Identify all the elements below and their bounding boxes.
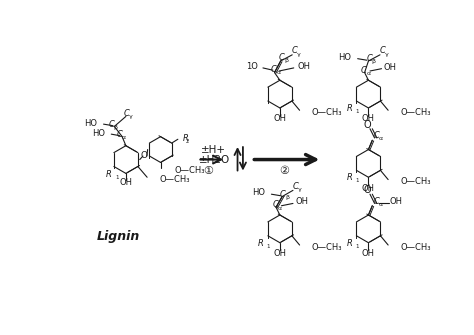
- Text: HO: HO: [252, 188, 265, 197]
- Text: R: R: [183, 134, 189, 143]
- Text: OH: OH: [362, 249, 375, 258]
- Text: C: C: [109, 120, 114, 129]
- Text: γ: γ: [298, 187, 302, 192]
- Text: HO: HO: [84, 119, 97, 128]
- Text: O—CH₃: O—CH₃: [174, 165, 205, 175]
- Text: OH: OH: [362, 114, 375, 123]
- Text: 1: 1: [355, 109, 359, 114]
- Text: C: C: [273, 200, 278, 209]
- Text: α: α: [379, 202, 383, 207]
- Text: O—CH₃: O—CH₃: [312, 243, 342, 252]
- Text: C: C: [379, 47, 385, 56]
- Text: O—CH₃: O—CH₃: [401, 108, 431, 117]
- Text: R: R: [258, 239, 264, 248]
- Text: C: C: [271, 65, 277, 74]
- Text: α: α: [121, 135, 126, 140]
- Text: C: C: [280, 190, 286, 199]
- Text: C: C: [366, 54, 372, 63]
- Text: O: O: [363, 120, 371, 130]
- Text: O—CH₃: O—CH₃: [401, 177, 431, 186]
- Text: α: α: [379, 136, 383, 141]
- Text: ±H+: ±H+: [201, 145, 226, 155]
- Text: OH: OH: [273, 114, 286, 123]
- Text: OH: OH: [295, 197, 308, 206]
- Text: OH: OH: [298, 62, 310, 71]
- Text: 1: 1: [355, 244, 359, 249]
- Text: ①: ①: [203, 166, 213, 176]
- Text: 2: 2: [186, 139, 190, 144]
- Text: α: α: [278, 206, 282, 211]
- Text: C: C: [117, 130, 123, 139]
- Text: C: C: [373, 197, 379, 206]
- Text: OH: OH: [119, 178, 132, 187]
- Text: C: C: [292, 182, 298, 191]
- Text: R: R: [346, 104, 352, 113]
- Text: β: β: [372, 59, 376, 64]
- Text: C: C: [124, 109, 129, 118]
- Text: O: O: [141, 151, 148, 160]
- Text: α: α: [366, 71, 371, 76]
- Text: C: C: [279, 53, 284, 62]
- Text: O—CH₃: O—CH₃: [401, 243, 431, 252]
- Text: 1: 1: [355, 178, 359, 183]
- Text: α: α: [276, 70, 281, 75]
- Text: R: R: [105, 170, 111, 179]
- Text: γ: γ: [128, 114, 132, 119]
- Text: OH: OH: [273, 249, 286, 258]
- Text: β: β: [285, 195, 290, 200]
- Text: R: R: [346, 239, 352, 248]
- Text: HO: HO: [92, 129, 105, 138]
- Text: 1: 1: [266, 244, 270, 249]
- Text: C: C: [373, 131, 379, 140]
- Text: C: C: [361, 66, 367, 75]
- Text: β: β: [284, 59, 288, 64]
- Text: OH: OH: [384, 63, 397, 72]
- Text: Lignin: Lignin: [97, 230, 140, 243]
- Text: ②: ②: [279, 166, 289, 176]
- Text: ±H2O: ±H2O: [199, 155, 230, 165]
- Text: OH: OH: [362, 184, 375, 193]
- Text: γ: γ: [297, 52, 301, 57]
- Text: OH: OH: [390, 197, 403, 206]
- Text: 1: 1: [115, 175, 118, 180]
- Text: 1O: 1O: [246, 62, 257, 71]
- Text: HO: HO: [338, 53, 352, 62]
- Text: O—CH₃: O—CH₃: [159, 175, 190, 184]
- Text: C: C: [292, 47, 298, 56]
- Text: O—CH₃: O—CH₃: [312, 108, 342, 117]
- Text: R: R: [346, 173, 352, 182]
- Text: O: O: [363, 185, 371, 195]
- Text: γ: γ: [385, 52, 389, 57]
- Text: β: β: [114, 125, 118, 130]
